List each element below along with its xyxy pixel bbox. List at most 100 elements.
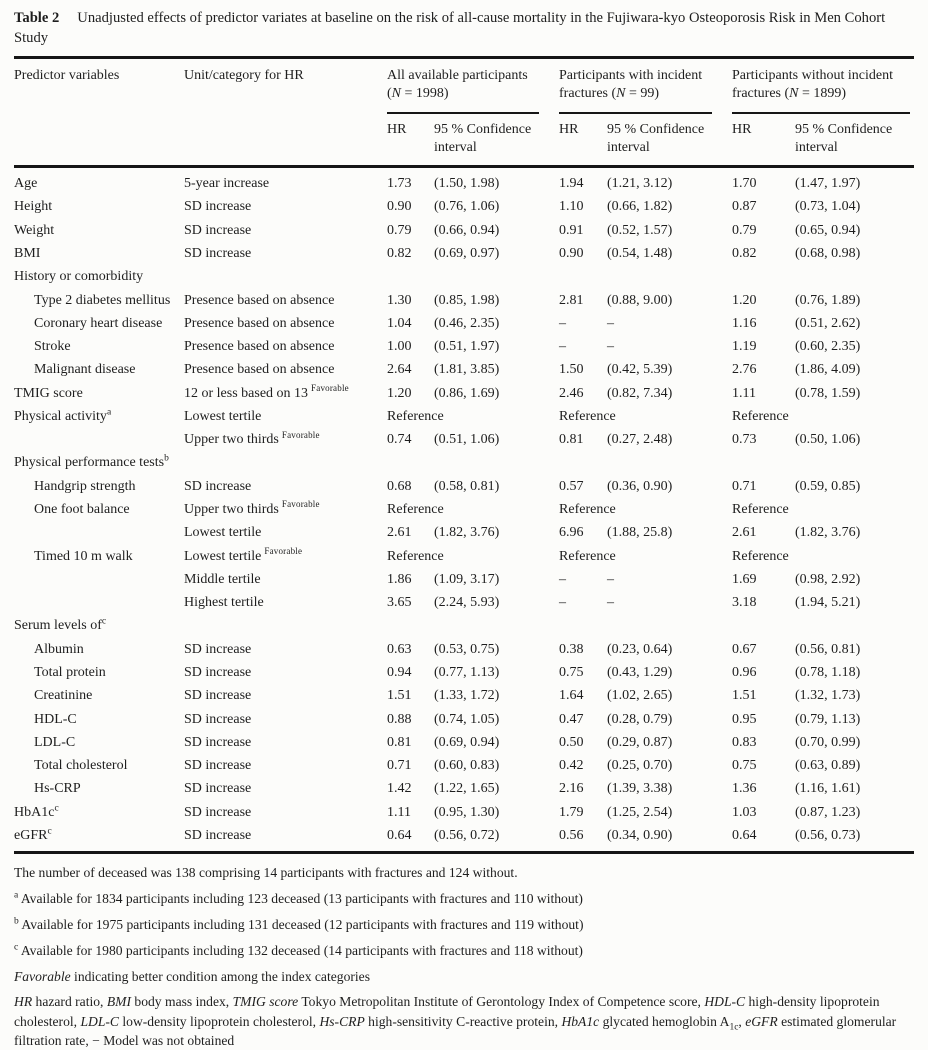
hr-cell: 0.63 [387, 641, 412, 657]
table-row: Height SD increase 0.90 (0.76, 1.06) 1.10 (0.… [14, 195, 914, 218]
reference-cell: Reference [559, 408, 616, 424]
hr-cell: 0.81 [559, 432, 584, 448]
ci-cell: (1.32, 1.73) [795, 688, 861, 704]
unit-cell: SD increase [184, 804, 252, 820]
reference-cell: Reference [559, 548, 616, 564]
predictor-cell: Weight [14, 222, 55, 238]
table-row: LDL-C SD increase 0.81 (0.69, 0.94) 0.50 (0.2… [14, 731, 914, 754]
ci-cell: (0.76, 1.89) [795, 292, 861, 308]
table-row: HDL-C SD increase 0.88 (0.74, 1.05) 0.47 (0.2… [14, 708, 914, 731]
unit-cell: Upper two thirds Favorable [184, 499, 320, 518]
col-header-hr-3: HR [732, 114, 796, 169]
ci-cell: (1.09, 3.17) [434, 571, 500, 587]
group-header-without-fractures: Participants without incident fractures … [732, 58, 914, 115]
predictor-cell: Malignant disease [34, 362, 136, 378]
hr-cell: 1.03 [732, 804, 757, 820]
hr-cell: 1.94 [559, 176, 584, 192]
table-number: Table 2 [14, 10, 60, 26]
table-row: eGFRc SD increase 0.64 (0.56, 0.72) 0.56 (0.3… [14, 824, 914, 853]
ci-cell: (0.78, 1.18) [795, 665, 861, 680]
ci-cell: (1.33, 1.72) [434, 688, 500, 704]
table-row: TMIG score 12 or less based on 13 Favorabl… [14, 382, 914, 405]
ci-cell: (0.29, 0.87) [607, 734, 673, 750]
ci-cell: (0.63, 0.89) [795, 758, 861, 774]
hr-cell: 2.46 [559, 385, 584, 401]
hr-cell: 1.73 [387, 176, 412, 192]
hr-cell: 0.75 [559, 665, 584, 680]
ci-cell: (0.66, 1.82) [607, 199, 673, 215]
unit-cell: Highest tertile [184, 595, 264, 611]
hr-cell: 0.94 [387, 665, 412, 680]
unit-cell: SD increase [184, 688, 252, 704]
unit-cell: Lowest tertile [184, 408, 262, 424]
hr-cell: 1.20 [387, 385, 412, 401]
hr-cell: 0.47 [559, 711, 584, 727]
unit-cell: SD increase [184, 641, 252, 657]
footnote: HR hazard ratio, BMI body mass index, TM… [14, 994, 897, 1049]
table-row: Hs-CRP SD increase 1.42 (1.22, 1.65) 2.16 (1.… [14, 778, 914, 801]
ci-cell: (0.56, 0.81) [795, 641, 861, 657]
table-row: Albumin SD increase 0.63 (0.53, 0.75) 0.38 (0… [14, 638, 914, 661]
ci-cell: – [607, 315, 615, 331]
table-row: HbA1cc SD increase 1.11 (0.95, 1.30) 1.79 (1.… [14, 801, 914, 824]
hr-cell: 0.64 [387, 827, 412, 843]
mortality-table: Predictor variables Unit/category for HR… [14, 56, 915, 855]
ci-cell: (1.82, 3.76) [795, 525, 861, 541]
group-header-with-fractures-label: Participants with incident fractures (N … [559, 67, 713, 115]
hr-cell: 1.00 [387, 339, 412, 355]
col-header-unit: Unit/category for HR [184, 57, 387, 169]
ci-cell: (0.69, 0.94) [434, 734, 500, 750]
hr-cell: 0.83 [732, 734, 757, 750]
predictor-cell: BMI [14, 245, 41, 261]
ci-cell: (0.54, 1.48) [607, 245, 673, 261]
hr-cell: 1.11 [387, 804, 411, 820]
table-row: One foot balance Upper two thirds Favorabl… [14, 498, 914, 521]
ci-cell: (0.51, 2.62) [795, 315, 861, 331]
hr-cell: 0.56 [559, 827, 584, 843]
unit-cell: SD increase [184, 478, 252, 494]
section-label: History or comorbidity [14, 269, 144, 285]
unit-cell: Lowest tertile Favorable [184, 545, 303, 564]
ci-cell: (0.70, 0.99) [795, 734, 861, 750]
table-row: Middle tertile 1.86 (1.09, 3.17) – – 1.69 (0.9… [14, 568, 914, 591]
hr-cell: 0.87 [732, 199, 757, 215]
ci-cell: (0.86, 1.69) [434, 385, 500, 401]
predictor-cell [14, 591, 184, 614]
table-row: BMI SD increase 0.82 (0.69, 0.97) 0.90 (0.54,… [14, 242, 914, 265]
unit-cell: SD increase [184, 711, 252, 727]
ci-cell: (0.77, 1.13) [434, 665, 500, 680]
footnote: The number of deceased was 138 comprisin… [14, 865, 518, 881]
hr-cell: 1.04 [387, 315, 412, 331]
col-header-ci-2: 95 % Confidence interval [607, 114, 733, 169]
hr-cell: 2.64 [387, 362, 412, 378]
footnote: b Available for 1975 participants includ… [14, 916, 584, 933]
hr-cell: 0.74 [387, 432, 412, 448]
hr-cell: 3.65 [387, 595, 412, 611]
ci-cell: (0.51, 1.06) [434, 432, 500, 448]
ci-cell: (0.79, 1.13) [795, 711, 861, 727]
ci-cell: (1.82, 3.76) [434, 525, 500, 541]
hr-cell: 1.20 [732, 292, 757, 308]
group-header-with-fractures: Participants with incident fractures (N … [559, 58, 732, 115]
hr-cell: 1.79 [559, 804, 584, 820]
hr-cell: 0.82 [732, 245, 757, 261]
table-row: Age 5-year increase 1.73 (1.50, 1.98) 1.94 (1… [14, 167, 914, 196]
hr-cell: 1.64 [559, 688, 584, 704]
hr-cell: 1.30 [387, 292, 412, 308]
reference-cell: Reference [732, 548, 789, 564]
ci-cell: (0.85, 1.98) [434, 292, 500, 308]
hr-cell: 0.50 [559, 734, 584, 750]
ci-cell: (0.87, 1.23) [795, 804, 861, 820]
ci-cell: (0.51, 1.97) [434, 339, 500, 355]
predictor-cell: Timed 10 m walk [34, 548, 133, 564]
ci-cell: (0.52, 1.57) [607, 222, 673, 238]
table-caption-text: Unadjusted effects of predictor variates… [14, 10, 886, 46]
ci-cell: (0.58, 0.81) [434, 478, 500, 494]
ci-cell: (0.74, 1.05) [434, 711, 500, 727]
table-row: Lowest tertile 2.61 (1.82, 3.76) 6.96 (1.88,… [14, 521, 914, 544]
hr-cell: 0.71 [732, 478, 757, 494]
hr-cell: 1.70 [732, 176, 757, 192]
unit-cell: SD increase [184, 781, 252, 797]
hr-cell: 0.38 [559, 641, 584, 657]
footnote: a Available for 1834 participants includ… [14, 890, 583, 907]
